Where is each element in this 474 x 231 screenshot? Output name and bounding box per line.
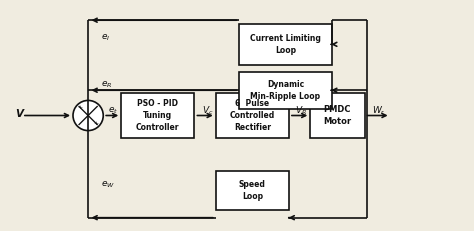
- Text: PMDC
Motor: PMDC Motor: [323, 105, 352, 126]
- Text: $e_W$: $e_W$: [101, 179, 115, 190]
- Ellipse shape: [73, 100, 103, 131]
- Text: Current Limiting
Loop: Current Limiting Loop: [250, 34, 321, 55]
- Text: +: +: [77, 105, 82, 110]
- Bar: [216, 171, 289, 210]
- Text: Speed
Loop: Speed Loop: [239, 180, 266, 201]
- Text: $V_R$: $V_R$: [295, 105, 307, 117]
- Text: 6  Pulse
Controlled
Rectifier: 6 Pulse Controlled Rectifier: [230, 99, 275, 132]
- Bar: [239, 72, 331, 109]
- Bar: [239, 24, 331, 65]
- Text: Dynamic
Min-Ripple Loop: Dynamic Min-Ripple Loop: [250, 80, 320, 101]
- Text: PSO - PID
Tuning
Controller: PSO - PID Tuning Controller: [136, 99, 180, 132]
- Bar: [310, 93, 365, 138]
- Text: $e_t$: $e_t$: [109, 106, 118, 116]
- Text: $e_R$: $e_R$: [101, 79, 113, 90]
- Text: $e_I$: $e_I$: [101, 32, 110, 43]
- Text: $W_r$: $W_r$: [372, 105, 385, 117]
- Bar: [121, 93, 194, 138]
- Text: +: +: [94, 121, 99, 126]
- Bar: [216, 93, 289, 138]
- Text: $V_c$: $V_c$: [201, 105, 213, 117]
- Text: V: V: [15, 109, 23, 119]
